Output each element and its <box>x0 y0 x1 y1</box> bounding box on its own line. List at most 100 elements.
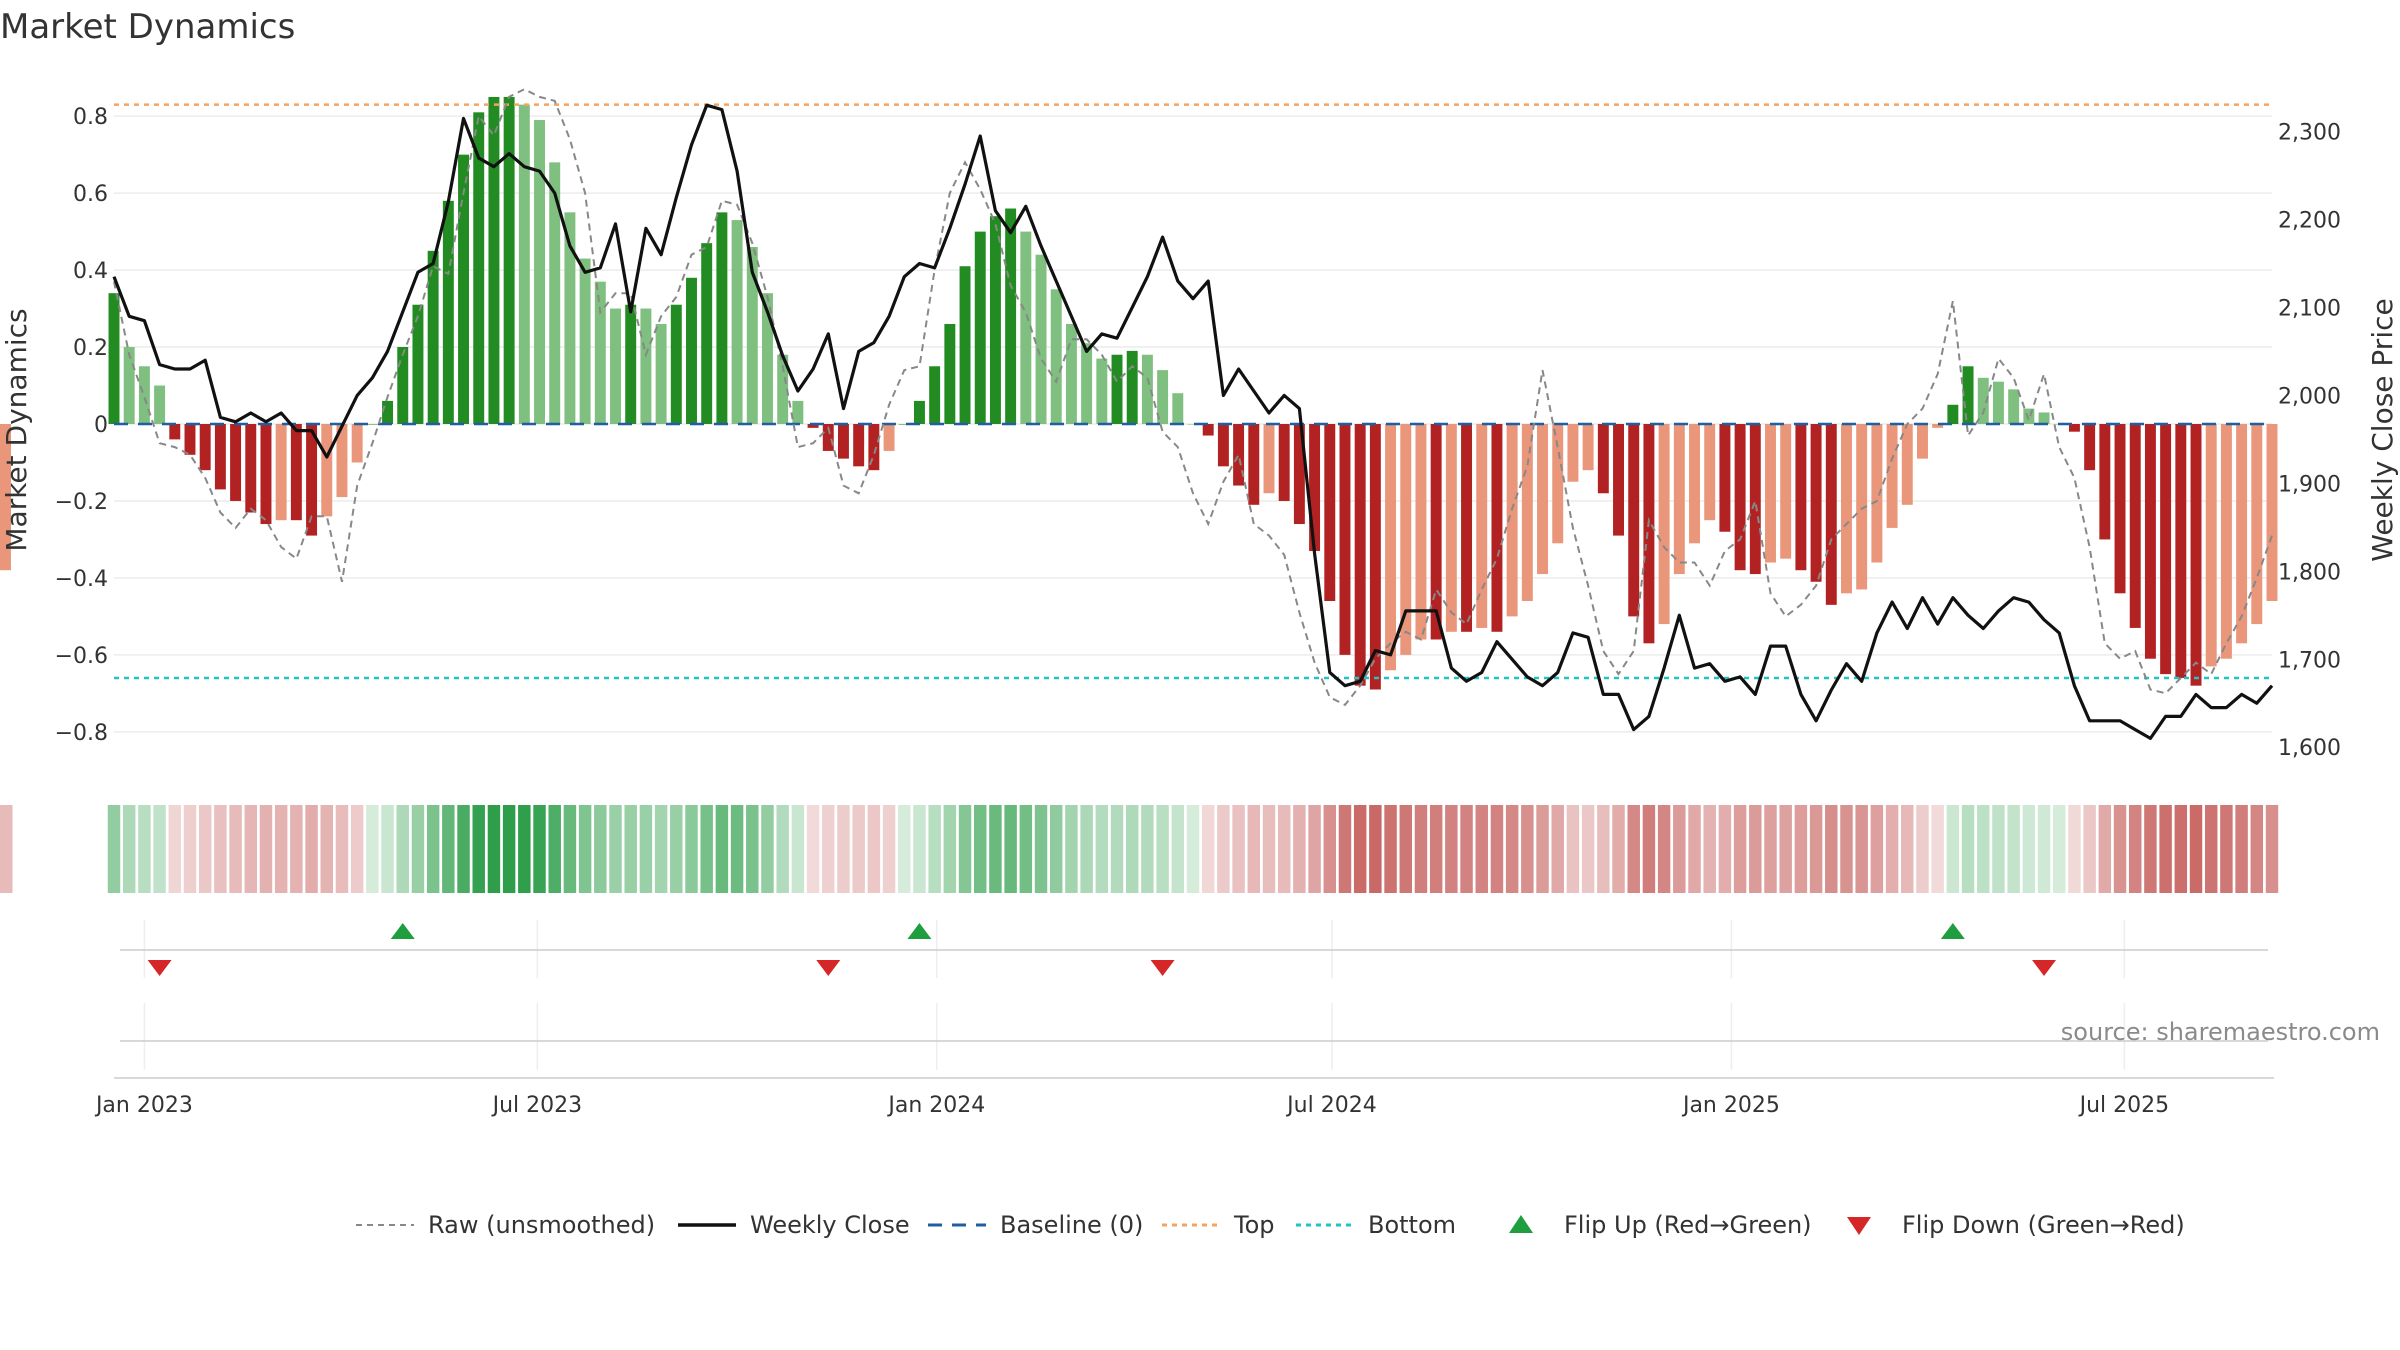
heat-cell <box>274 805 288 893</box>
heat-cell <box>2098 805 2112 893</box>
heat-cell <box>974 805 987 893</box>
heat-cell <box>1308 805 1321 893</box>
heat-cell <box>1809 805 1823 893</box>
bar <box>1476 424 1488 628</box>
bar <box>1628 424 1640 617</box>
heat-cell <box>1961 805 1975 893</box>
heat-cell <box>2220 805 2233 893</box>
bar <box>2084 424 2096 471</box>
bar <box>929 366 941 424</box>
bar <box>655 323 667 424</box>
y-tick-label: 0.8 <box>73 105 108 130</box>
legend-item: Weekly Close <box>678 1211 910 1239</box>
bar <box>351 424 363 463</box>
bar <box>1552 424 1564 544</box>
bar <box>1947 404 1959 424</box>
bar <box>1719 424 1731 532</box>
legend-item: Flip Down (Green→Red) <box>1847 1211 2185 1239</box>
y2-tick-label: 1,600 <box>2278 736 2341 761</box>
bar <box>1673 424 1685 575</box>
bar <box>382 400 394 424</box>
bar <box>1005 208 1017 424</box>
bar <box>1157 370 1169 424</box>
heat-cell <box>1855 805 1868 893</box>
weekly-close-line <box>112 103 2274 741</box>
bar <box>1749 424 1761 575</box>
bar <box>503 96 515 424</box>
heat-cell <box>1293 805 1306 893</box>
heat-cell <box>1612 805 1625 893</box>
heat-cell <box>1065 805 1078 893</box>
bar <box>716 212 728 424</box>
bar <box>822 424 834 451</box>
bar <box>989 216 1001 424</box>
y2-tick-label: 2,300 <box>2278 121 2341 146</box>
heat-cell <box>867 805 881 893</box>
y-axis-title: Market Dynamics <box>0 308 33 551</box>
heat-cell <box>1369 805 1382 893</box>
heat-cell <box>2159 805 2172 893</box>
heat-cell <box>1977 805 1990 893</box>
heat-cell <box>1627 805 1640 893</box>
heat-cell <box>639 805 653 893</box>
heat-cell <box>1125 805 1139 893</box>
heat-cell <box>700 805 713 893</box>
heat-cell <box>350 805 364 893</box>
heat-cell <box>1262 805 1276 893</box>
bar <box>1734 424 1746 571</box>
flip-down-marker <box>816 960 841 976</box>
heat-cell <box>2083 805 2096 893</box>
bar <box>1841 424 1852 594</box>
y-tick-label: −0.8 <box>55 721 108 746</box>
bar <box>1050 289 1062 424</box>
bar <box>1932 424 1944 428</box>
heat-cell <box>1080 805 1093 893</box>
heat-cell <box>898 805 911 893</box>
bar <box>306 424 318 536</box>
y2-tick-label: 2,200 <box>2278 209 2341 234</box>
heat-cell <box>198 805 212 893</box>
heat-cell <box>1110 805 1124 893</box>
left-axis-ticks: −0.8 −0.6 −0.4 −0.2 0 0.2 0.4 0.6 0.8 <box>55 105 108 746</box>
heat-cell <box>822 805 835 893</box>
x-tick-label: Jul 2025 <box>2078 1093 2170 1118</box>
legend-swatch <box>1509 1215 1533 1233</box>
bar <box>701 243 713 424</box>
bar <box>488 96 500 424</box>
heat-cell <box>442 805 455 893</box>
bar <box>762 293 773 424</box>
heat-cell <box>594 805 607 893</box>
bar <box>1400 424 1412 655</box>
bar <box>1765 424 1776 563</box>
bar <box>2068 424 2080 432</box>
bar <box>1977 377 1989 424</box>
bar <box>2160 424 2172 675</box>
heat-cell <box>138 805 151 893</box>
heat-cell <box>654 805 668 893</box>
heat-cell <box>1049 805 1063 893</box>
bar <box>1187 424 1199 425</box>
bar <box>1825 424 1837 605</box>
bar <box>1263 424 1275 494</box>
line-series <box>112 88 2274 741</box>
heat-cell <box>1019 805 1033 893</box>
bar <box>1521 424 1533 601</box>
heat-cell <box>457 805 470 893</box>
bar <box>321 424 333 517</box>
bar <box>442 200 454 424</box>
heat-cell <box>1764 805 1777 893</box>
y-tick-label: −0.2 <box>55 490 108 515</box>
heat-cell <box>426 805 440 893</box>
y-tick-label: −0.4 <box>55 567 108 592</box>
bar <box>777 354 789 424</box>
legend-item: Top <box>1162 1211 1275 1239</box>
flip-up-marker <box>1940 923 1965 939</box>
heat-cell <box>168 805 182 893</box>
bar <box>214 424 226 490</box>
bar <box>1613 424 1624 536</box>
bar <box>1567 424 1579 482</box>
bar <box>792 400 804 424</box>
bar <box>1780 424 1792 559</box>
bar <box>123 347 135 424</box>
bar <box>0 424 11 501</box>
